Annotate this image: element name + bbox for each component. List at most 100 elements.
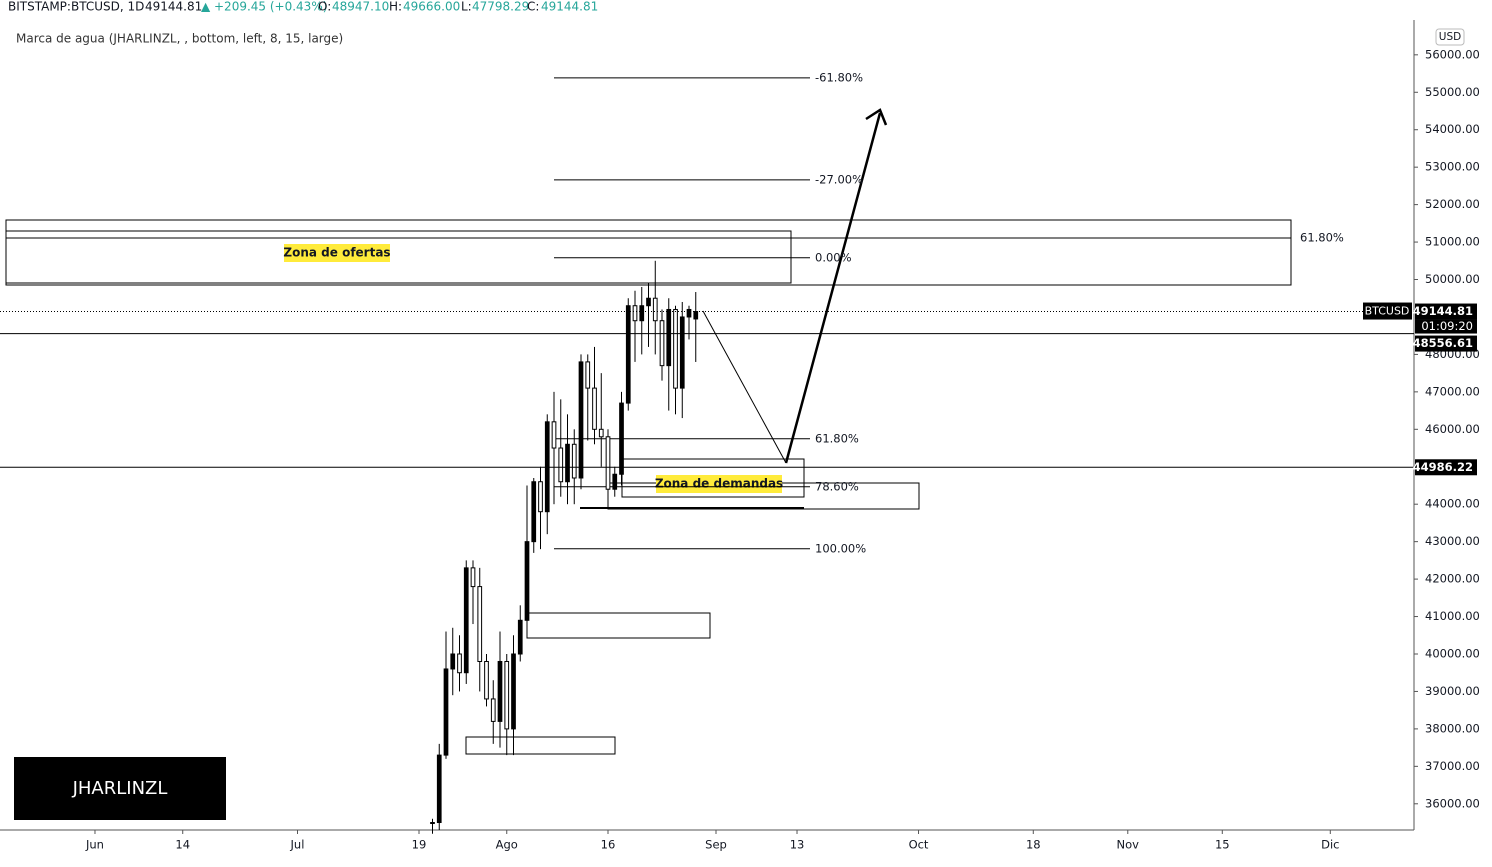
fib-label: -61.80% <box>815 70 863 84</box>
candle-body <box>612 473 618 490</box>
fib-label: -27.00% <box>815 172 863 186</box>
price-tag: 49144.81 <box>1413 304 1473 318</box>
price-tag-bg <box>1415 459 1477 476</box>
price-tag: 48556.61 <box>1413 336 1473 350</box>
countdown: 01:09:20 <box>1421 319 1473 333</box>
header-h: 49666.00 <box>403 0 460 14</box>
subtitle: Marca de agua (JHARLINZL, , bottom, left… <box>16 32 343 46</box>
y-tick-label: 53000.00 <box>1425 160 1480 174</box>
watermark-box <box>14 757 226 820</box>
fib-label: 100.00% <box>815 541 866 555</box>
candle-body <box>646 297 651 307</box>
x-tick-label: Nov <box>1117 838 1140 852</box>
x-tick-label: Jul <box>290 838 305 852</box>
zone-label: Zona de ofertas <box>283 246 390 260</box>
candle-body <box>477 586 483 662</box>
header-o: 48947.10 <box>332 0 389 14</box>
y-tick-label: 37000.00 <box>1425 759 1480 773</box>
header-h-label: H: <box>389 0 402 14</box>
countdown-bg <box>1415 319 1477 334</box>
currency: USD <box>1439 31 1461 43</box>
header-symbol: BITSTAMP:BTCUSD, 1D <box>8 0 144 14</box>
x-tick-label: 15 <box>1215 838 1230 852</box>
candle-body <box>517 619 523 655</box>
candle-body <box>585 361 591 389</box>
zone-box <box>465 736 616 755</box>
header-arrow: ▲ <box>201 0 211 14</box>
candle-body <box>605 436 611 490</box>
x-tick-label: 18 <box>1026 838 1041 852</box>
candle-body <box>639 305 645 322</box>
y-tick-label: 50000.00 <box>1425 272 1480 286</box>
y-tick-label: 44000.00 <box>1425 497 1480 511</box>
fib-label: 61.80% <box>815 431 859 445</box>
x-tick-label: Dic <box>1321 838 1339 852</box>
candle-body <box>625 305 631 404</box>
y-tick-label: 47000.00 <box>1425 384 1480 398</box>
header-c: 49144.81 <box>541 0 598 14</box>
candle-body <box>511 653 516 730</box>
y-tick-label: 41000.00 <box>1425 609 1480 623</box>
candle-body <box>652 297 658 322</box>
x-tick-label: Jun <box>85 838 104 852</box>
candle-body <box>544 421 550 513</box>
price-tag: 44986.22 <box>1413 460 1473 474</box>
y-tick-label: 39000.00 <box>1425 684 1480 698</box>
candle-body <box>504 660 510 730</box>
candle-body <box>470 567 476 588</box>
header-l: 47798.29 <box>472 0 529 14</box>
symbol-tag: BTCUSD <box>1365 305 1410 318</box>
candle-body <box>666 308 672 367</box>
candle-body <box>497 660 503 722</box>
candle-body <box>463 567 469 674</box>
x-tick-label: 16 <box>601 838 616 852</box>
y-tick-label: 55000.00 <box>1425 85 1480 99</box>
candle-body <box>558 447 564 483</box>
candle-body <box>490 698 496 722</box>
x-tick-label: 19 <box>412 838 427 852</box>
candle-body <box>679 316 685 389</box>
price-tag-bg <box>1415 335 1477 352</box>
y-tick-label: 46000.00 <box>1425 422 1480 436</box>
header-last: 49144.81 <box>145 0 202 14</box>
candle-body <box>531 481 537 543</box>
y-tick-label: 43000.00 <box>1425 534 1480 548</box>
y-tick-label: 54000.00 <box>1425 122 1480 136</box>
candle-body <box>524 541 530 621</box>
label-bg <box>656 475 782 493</box>
candle-body <box>619 402 624 475</box>
candle-body <box>436 754 442 824</box>
header-o-label: O: <box>318 0 331 14</box>
candle-body <box>673 308 678 389</box>
label-bg <box>284 244 390 262</box>
price-tag-bg <box>1415 303 1477 320</box>
y-tick-label: 51000.00 <box>1425 235 1480 249</box>
projection-line <box>702 310 787 464</box>
candle-body <box>693 311 699 320</box>
candle-body <box>443 668 449 756</box>
candle-body <box>592 387 597 430</box>
x-tick-label: 13 <box>790 838 805 852</box>
watermark: JHARLINZL <box>72 778 168 799</box>
arrowhead <box>865 108 888 126</box>
y-tick-label: 36000.00 <box>1425 796 1480 810</box>
candle-body <box>659 320 665 367</box>
candle-body <box>538 481 543 513</box>
x-tick-label: Sep <box>705 838 727 852</box>
fib-label: 0.00% <box>815 250 852 264</box>
offer-zone-inner <box>5 230 792 284</box>
y-tick-label: 38000.00 <box>1425 721 1480 735</box>
symbol-tag-bg <box>1363 302 1412 320</box>
candle-body <box>578 361 584 479</box>
y-tick-label: 42000.00 <box>1425 572 1480 586</box>
header-l-label: L: <box>461 0 472 14</box>
zone-label: Zona de demandas <box>655 477 783 491</box>
y-tick-label: 56000.00 <box>1425 47 1480 61</box>
candle-body <box>457 653 462 674</box>
header-c-label: C: <box>527 0 539 14</box>
candle-body <box>632 305 638 322</box>
candle-body <box>430 822 435 825</box>
y-tick-label: 52000.00 <box>1425 197 1480 211</box>
